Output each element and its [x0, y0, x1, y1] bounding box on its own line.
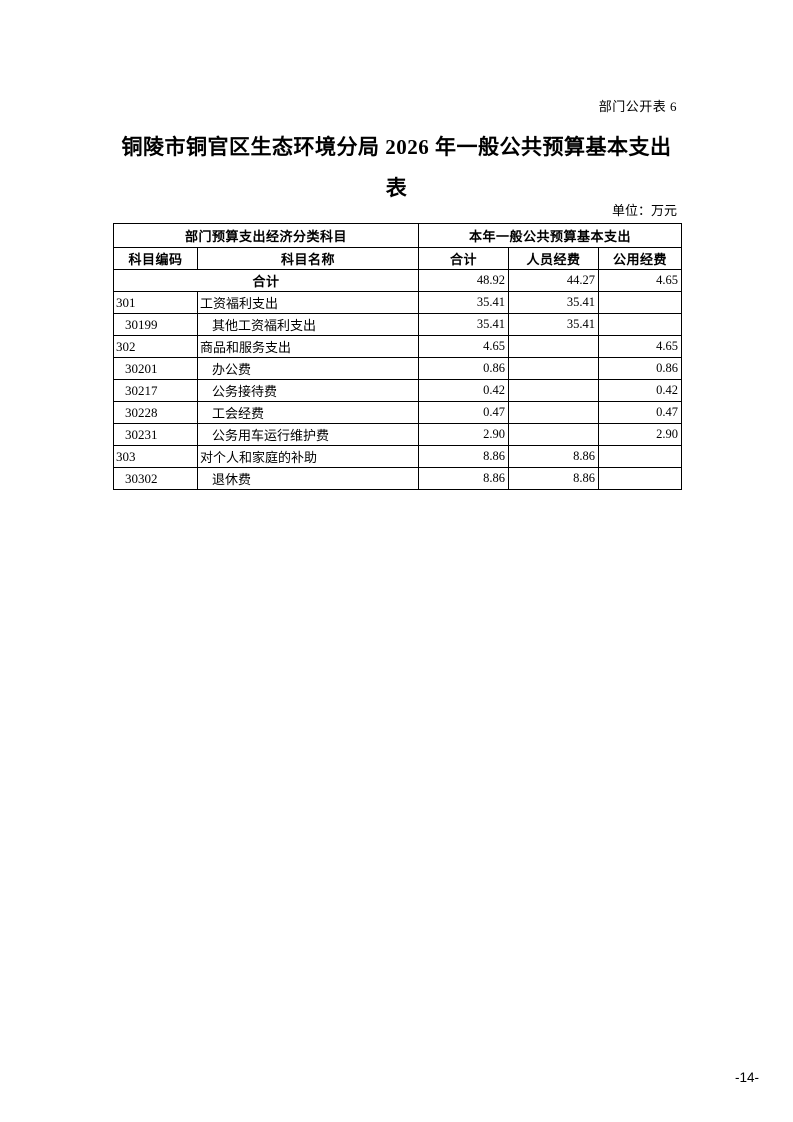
cell-total: 35.41 [418, 313, 510, 336]
table-header-row: 科目编码 科目名称 合计 人员经费 公用经费 [113, 247, 683, 270]
page-number: -14- [734, 1070, 759, 1085]
cell-name: 公务接待费 [196, 379, 420, 402]
header-col-code: 科目编码 [113, 247, 198, 270]
cell-code: 30228 [113, 401, 198, 424]
cell-name: 工会经费 [196, 401, 420, 424]
cell-total: 0.86 [418, 357, 510, 380]
table-row: 30302 退休费 8.86 8.86 [113, 467, 683, 490]
cell-public: 4.65 [598, 335, 683, 358]
cell-name: 商品和服务支出 [196, 335, 420, 358]
cell-personnel: 35.41 [508, 291, 600, 314]
table-row: 303 对个人和家庭的补助 8.86 8.86 [113, 445, 683, 468]
cell-code: 30302 [113, 467, 198, 490]
cell-public: 0.47 [598, 401, 683, 424]
cell-total: 2.90 [418, 423, 510, 446]
cell-name: 对个人和家庭的补助 [196, 445, 420, 468]
page-title-line1: 铜陵市铜官区生态环境分局 2026 年一般公共预算基本支出 [121, 135, 672, 159]
corner-table-label: 部门公开表 6 [598, 99, 677, 114]
table-row: 302 商品和服务支出 4.65 4.65 [113, 335, 683, 358]
table-row: 30201 办公费 0.86 0.86 [113, 357, 683, 380]
total-row-personnel: 44.27 [508, 269, 600, 292]
header-col-public: 公用经费 [598, 247, 683, 270]
cell-code: 30231 [113, 423, 198, 446]
cell-personnel: 35.41 [508, 313, 600, 336]
budget-table: 部门预算支出经济分类科目 本年一般公共预算基本支出 科目编码 科目名称 合计 人… [112, 223, 683, 490]
table-row: 30199 其他工资福利支出 35.41 35.41 [113, 313, 683, 336]
cell-code: 301 [113, 291, 198, 314]
cell-personnel: 8.86 [508, 445, 600, 468]
table-total-row: 合计 48.92 44.27 4.65 [112, 269, 683, 292]
header-group-expenditure: 本年一般公共预算基本支出 [418, 223, 683, 248]
cell-name: 办公费 [196, 357, 420, 380]
table-row: 30217 公务接待费 0.42 0.42 [113, 379, 683, 402]
total-row-total: 48.92 [418, 269, 510, 292]
cell-total: 8.86 [418, 445, 510, 468]
table-header-group-row: 部门预算支出经济分类科目 本年一般公共预算基本支出 [112, 223, 683, 248]
header-group-subject: 部门预算支出经济分类科目 [112, 223, 420, 248]
cell-name: 其他工资福利支出 [196, 313, 420, 336]
cell-total: 4.65 [418, 335, 510, 358]
cell-public: 0.86 [598, 357, 683, 380]
cell-name: 退休费 [196, 467, 420, 490]
cell-personnel [508, 423, 600, 446]
cell-name: 公务用车运行维护费 [196, 423, 420, 446]
total-row-public: 4.65 [598, 269, 683, 292]
cell-public [598, 291, 683, 314]
cell-personnel [508, 379, 600, 402]
cell-personnel [508, 357, 600, 380]
cell-personnel [508, 335, 600, 358]
cell-name: 工资福利支出 [196, 291, 420, 314]
page-title-line2: 表 [385, 176, 408, 200]
header-col-name: 科目名称 [196, 247, 420, 270]
table-row: 30228 工会经费 0.47 0.47 [113, 401, 683, 424]
cell-public [598, 467, 683, 490]
cell-total: 0.42 [418, 379, 510, 402]
cell-code: 302 [113, 335, 198, 358]
cell-code: 30199 [113, 313, 198, 336]
header-col-personnel: 人员经费 [508, 247, 600, 270]
cell-personnel [508, 401, 600, 424]
cell-code: 30217 [113, 379, 198, 402]
unit-note: 单位：万元 [611, 203, 677, 218]
table-row: 30231 公务用车运行维护费 2.90 2.90 [113, 423, 683, 446]
cell-code: 303 [113, 445, 198, 468]
cell-personnel: 8.86 [508, 467, 600, 490]
header-col-total: 合计 [418, 247, 510, 270]
cell-total: 35.41 [418, 291, 510, 314]
table-row: 301 工资福利支出 35.41 35.41 [113, 291, 683, 314]
cell-public [598, 313, 683, 336]
cell-public: 2.90 [598, 423, 683, 446]
page-title: 铜陵市铜官区生态环境分局 2026 年一般公共预算基本支出 表 [0, 127, 793, 209]
cell-total: 8.86 [418, 467, 510, 490]
cell-public: 0.42 [598, 379, 683, 402]
cell-public [598, 445, 683, 468]
cell-total: 0.47 [418, 401, 510, 424]
total-row-label: 合计 [112, 269, 420, 292]
cell-code: 30201 [113, 357, 198, 380]
